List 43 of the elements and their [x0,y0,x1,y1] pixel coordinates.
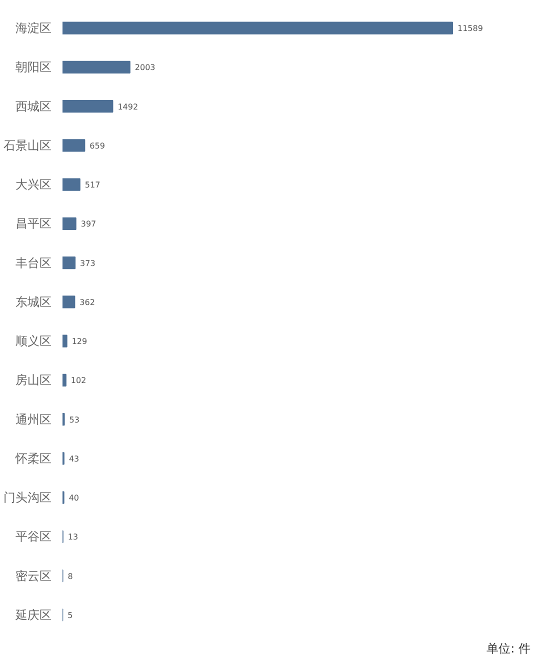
data-label: 517 [84,180,100,190]
bar [62,296,76,308]
y-tick-label: 东城区 [16,294,52,309]
data-label: 13 [68,532,78,542]
y-tick-label: 延庆区 [14,608,52,622]
y-tick-label: 海淀区 [16,21,52,36]
data-label: 129 [72,337,88,346]
data-label: 397 [80,220,96,229]
data-label: 102 [70,376,86,386]
data-label: 8 [68,572,73,581]
y-tick-label: 西城区 [16,99,52,114]
data-label: 11589 [458,24,483,34]
data-label: 43 [68,454,80,464]
data-label: 659 [90,141,105,150]
y-tick-label: 平谷区 [16,530,52,544]
bar [62,60,130,74]
y-tick-label: 昌平区 [16,216,52,231]
y-tick-label: 顺义区 [16,334,52,348]
y-tick-label: 丰台区 [16,256,52,270]
data-label: 373 [80,258,96,268]
data-label: 40 [68,494,80,503]
y-tick-label: 大兴区 [16,178,52,192]
data-label: 5 [68,610,73,620]
bar [62,256,76,270]
y-tick-label: 房山区 [16,373,52,388]
bar [62,374,66,387]
bar [62,22,453,34]
data-label: 2003 [134,63,156,72]
y-tick-label: 通州区 [16,412,52,426]
text: 单位: 件 [486,642,530,656]
y-tick-label: 门头沟区 [4,490,52,505]
bar [62,334,68,348]
y-tick-label: 朝阳区 [16,60,52,74]
bar [62,100,114,113]
data-label: 53 [69,415,80,424]
bar [62,217,76,230]
data-label: 362 [80,298,95,307]
bar [62,139,86,152]
y-tick-label: 密云区 [16,568,52,583]
y-tick-label: 怀柔区 [14,451,52,466]
data-label: 1492 [118,102,138,112]
bar [62,178,80,191]
y-tick-label: 石景山区 [4,138,52,152]
